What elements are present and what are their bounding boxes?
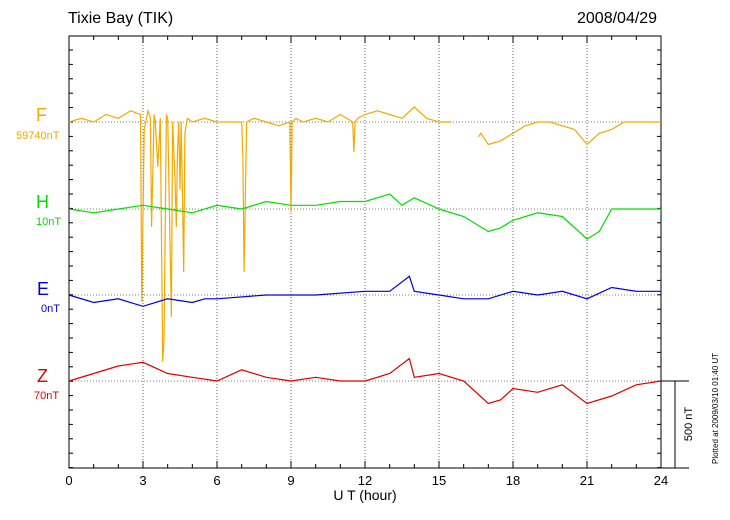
baseline-z: 70nT xyxy=(34,390,60,402)
x-tick-label-9: 9 xyxy=(287,473,294,488)
series-name-e: E xyxy=(37,279,50,299)
station-title: Tixie Bay (TIK) xyxy=(68,10,174,27)
baseline-h: 10nT xyxy=(36,216,62,228)
series-line-e xyxy=(68,275,661,307)
x-tick-label-6: 6 xyxy=(213,473,220,488)
scale-bar: 500 nT xyxy=(661,380,695,469)
baseline-e: 0nT xyxy=(41,303,60,315)
baseline-f: 59740nT xyxy=(16,130,60,142)
grid xyxy=(69,36,661,468)
x-tick-label-24: 24 xyxy=(654,473,668,488)
x-axis-label: U T (hour) xyxy=(333,487,396,503)
series-line-f xyxy=(68,106,452,363)
series-name-z: Z xyxy=(37,366,48,386)
x-tick-label-18: 18 xyxy=(506,473,520,488)
x-tick-label-3: 3 xyxy=(139,473,146,488)
x-tick-label-15: 15 xyxy=(432,473,446,488)
series-line-z xyxy=(68,357,662,405)
scale-bar-label: 500 nT xyxy=(683,407,695,442)
x-tick-label-21: 21 xyxy=(580,473,594,488)
date-label: 2008/04/29 xyxy=(577,10,658,27)
series-line-h xyxy=(68,193,661,240)
series-name-h: H xyxy=(36,192,49,212)
series-name-f: F xyxy=(36,105,47,125)
series-line-f-segment-2 xyxy=(477,121,661,146)
x-tick-label-12: 12 xyxy=(358,473,372,488)
x-tick-label-0: 0 xyxy=(65,473,72,488)
ticks: 0 3 6 9 12 15 18 21 24 xyxy=(65,36,668,488)
series-lines xyxy=(68,106,662,405)
